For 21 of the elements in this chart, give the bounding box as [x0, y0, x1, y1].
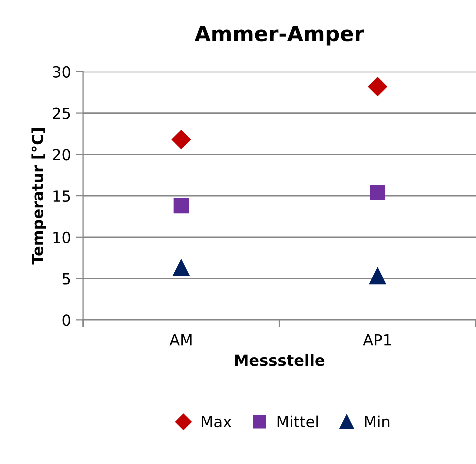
legend-label: Min: [365, 416, 390, 428]
x-tick-label: AM: [170, 334, 192, 346]
point: [368, 77, 388, 96]
y-axis-title: Temperatur [°C]: [32, 128, 46, 265]
y-tick-label: 20: [53, 149, 70, 161]
y-tick-label: 25: [53, 108, 70, 120]
y-tick-label: 0: [62, 314, 70, 326]
x-tick-label: AP1: [363, 334, 392, 346]
point: [370, 185, 386, 200]
x-axis-title: Messstelle: [235, 354, 325, 366]
point: [172, 130, 192, 150]
point: [173, 260, 190, 276]
legend-label: Max: [202, 416, 232, 428]
y-tick-label: 30: [53, 66, 70, 78]
y-tick-label: 5: [62, 273, 70, 285]
chart-title: Ammer-Amper: [194, 26, 364, 46]
legend-label: Mittel: [278, 416, 318, 428]
point: [174, 198, 190, 214]
point: [369, 268, 386, 285]
y-tick-label: 10: [54, 232, 70, 244]
y-tick-label: 15: [54, 190, 70, 202]
